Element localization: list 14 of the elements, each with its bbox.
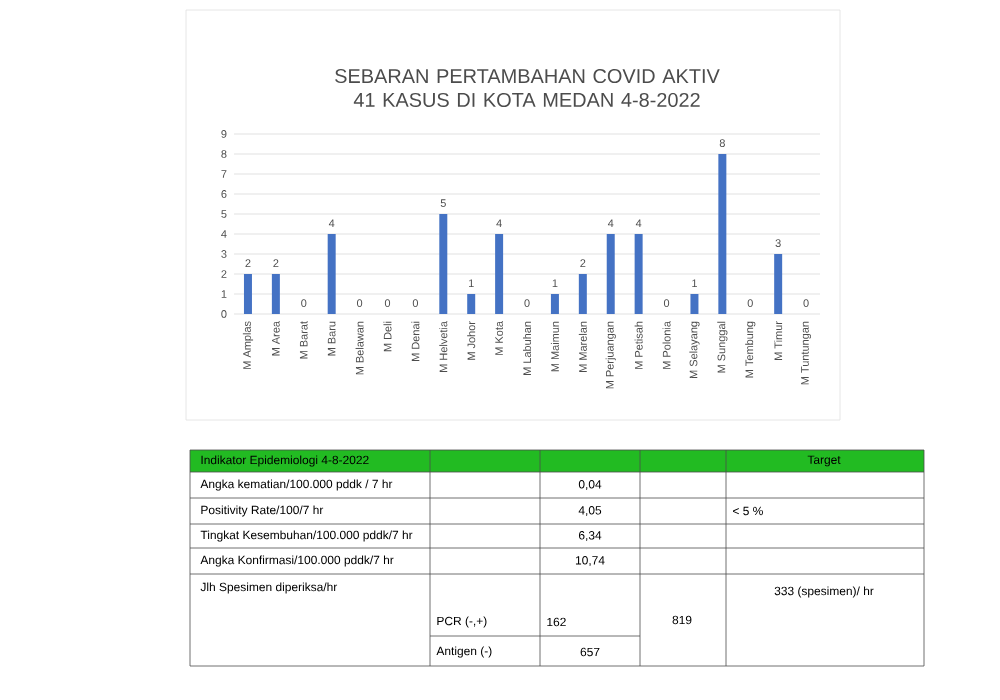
bar [495, 234, 504, 314]
bar [439, 214, 448, 314]
bar [327, 234, 336, 314]
bar [578, 274, 587, 314]
bar [550, 294, 559, 314]
bar [690, 294, 699, 314]
bar [271, 274, 280, 314]
chart-title: SEBARAN PERTAMBAHAN COVID AKTIV 41 KASUS DI KOTA MEDAN 4-8-2022 [335, 68, 720, 107]
bar [467, 294, 476, 314]
bar [718, 154, 727, 314]
bar [243, 274, 252, 314]
bar [634, 234, 643, 314]
bar [606, 234, 615, 314]
bar [774, 254, 783, 314]
